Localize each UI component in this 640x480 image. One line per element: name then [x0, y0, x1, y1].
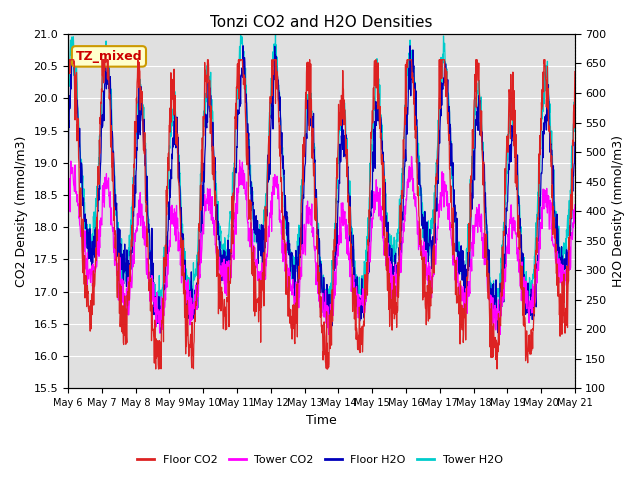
Y-axis label: CO2 Density (mmol/m3): CO2 Density (mmol/m3) — [15, 135, 28, 287]
Legend: Floor CO2, Tower CO2, Floor H2O, Tower H2O: Floor CO2, Tower CO2, Floor H2O, Tower H… — [133, 451, 507, 469]
Title: Tonzi CO2 and H2O Densities: Tonzi CO2 and H2O Densities — [210, 15, 433, 30]
Y-axis label: H2O Density (mmol/m3): H2O Density (mmol/m3) — [612, 135, 625, 287]
X-axis label: Time: Time — [306, 414, 337, 427]
Text: TZ_mixed: TZ_mixed — [76, 50, 142, 63]
